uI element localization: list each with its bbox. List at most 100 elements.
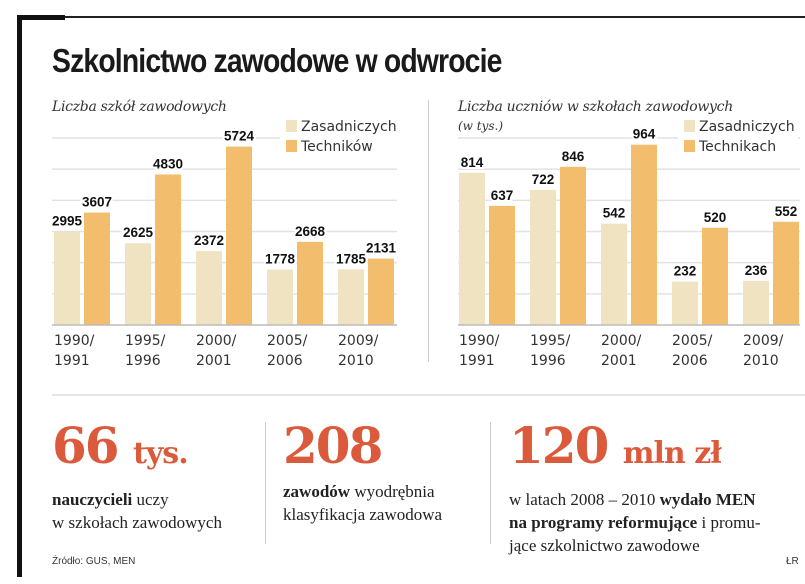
x-tick-label: 2009/ <box>743 333 784 349</box>
stat-teachers: 66 tys. nauczycieli uczy w szkołach zawod… <box>52 416 222 534</box>
x-tick-label: 1990/ <box>54 333 95 349</box>
x-tick-label: 1996 <box>125 353 161 369</box>
data-label: 520 <box>704 210 727 225</box>
legend-background <box>678 117 798 135</box>
data-label: 3607 <box>82 195 112 210</box>
x-tick-label: 2000/ <box>196 333 237 349</box>
legend-label: Zasadniczych <box>699 119 795 135</box>
legend-background <box>678 137 798 155</box>
stat-value: 208 <box>283 416 383 475</box>
bar-techników <box>84 212 110 325</box>
data-label: 232 <box>674 264 697 279</box>
data-label: 236 <box>745 263 768 278</box>
section-separator <box>52 394 805 396</box>
data-label: 2995 <box>52 214 83 229</box>
legend-swatch <box>684 140 695 152</box>
legend-label: Zasadniczych <box>301 119 397 135</box>
stat-description: zawodów wyodrębnia klasyfikacja zawodowa <box>283 480 442 526</box>
stat-description: w latach 2008 – 2010 wydało MEN na progra… <box>509 488 761 557</box>
stat-text: klasyfikacja zawodowa <box>283 505 443 524</box>
stat-unit: mln zł <box>622 436 722 471</box>
source-note: Źródło: GUS, MEN <box>52 556 136 567</box>
x-tick-label: 2005/ <box>672 333 713 349</box>
x-tick-label: 2010 <box>338 353 374 369</box>
stat-divider <box>490 422 491 544</box>
legend-swatch <box>286 140 297 152</box>
x-tick-label: 1995/ <box>530 333 571 349</box>
stat-text: w latach 2008 – 2010 <box>509 490 660 509</box>
x-tick-label: 2005/ <box>267 333 308 349</box>
stat-value: 66 <box>52 416 120 475</box>
x-tick-label: 1990/ <box>459 333 500 349</box>
stat-text: jące szkolnictwo zawodowe <box>509 536 700 555</box>
bar-techników <box>226 146 252 325</box>
data-label: 4830 <box>153 156 183 171</box>
x-tick-label: 2001 <box>601 353 637 369</box>
x-tick-label: 1991 <box>459 353 495 369</box>
stat-bold: wydało MEN <box>659 490 756 509</box>
data-label: 542 <box>603 206 626 221</box>
data-label: 964 <box>633 127 656 142</box>
legend-swatch <box>684 120 695 132</box>
x-tick-label: 2009/ <box>338 333 379 349</box>
bar-zasadniczych <box>125 243 151 325</box>
bar-zasadniczych <box>530 189 556 325</box>
stat-unit: tys. <box>133 436 189 471</box>
bar-technikach <box>773 221 799 325</box>
bar-zasadniczych <box>338 269 364 325</box>
bar-zasadniczych <box>54 231 80 325</box>
data-label: 5724 <box>224 129 255 144</box>
stat-divider <box>265 422 266 544</box>
x-tick-label: 2006 <box>672 353 708 369</box>
legend-label: Techników <box>300 139 373 155</box>
stat-bold: na programy reformujące <box>509 513 698 532</box>
stat-number: 120 mln zł <box>509 416 761 484</box>
stat-description: nauczycieli uczy w szkołach zawodowych <box>52 488 222 534</box>
frame-corner <box>17 15 65 20</box>
stat-text: uczy <box>132 490 169 509</box>
bar-techników <box>155 174 181 325</box>
legend-background <box>280 137 400 155</box>
bar-zasadniczych <box>743 280 769 325</box>
stat-text: wyodrębnia <box>350 482 435 501</box>
data-label: 814 <box>461 155 484 170</box>
stat-funding: 120 mln zł w latach 2008 – 2010 wydało M… <box>509 416 761 557</box>
bar-zasadniczych <box>672 281 698 325</box>
bar-technikach <box>702 227 728 325</box>
bar-technikach <box>560 166 586 325</box>
x-tick-label: 2006 <box>267 353 303 369</box>
bar-zasadniczych <box>459 172 485 325</box>
stat-bold: zawodów <box>283 482 351 501</box>
bar-techników <box>297 241 323 325</box>
x-tick-label: 2000/ <box>601 333 642 349</box>
charts-canvas: 2995 3607 1990/1991 2625 4830 1995/1996 2372 57… <box>50 117 800 369</box>
frame-left-border <box>17 15 22 577</box>
data-label: 2625 <box>123 225 154 240</box>
stat-text: w szkołach zawodowych <box>52 513 222 532</box>
data-label: 1785 <box>336 251 367 266</box>
bar-techników <box>368 258 394 325</box>
page-title: Szkolnictwo zawodowe w odwrocie <box>52 42 502 79</box>
x-tick-label: 1995/ <box>125 333 166 349</box>
bar-technikach <box>489 205 515 325</box>
x-tick-label: 2001 <box>196 353 232 369</box>
stat-number: 66 tys. <box>52 416 222 484</box>
stat-bold: nauczycieli <box>52 490 133 509</box>
data-label: 2668 <box>295 224 326 239</box>
bar-technikach <box>631 144 657 325</box>
chart-divider <box>428 100 429 362</box>
chart1-title: Liczba szkół zawodowych <box>52 99 227 115</box>
bar-zasadniczych <box>267 269 293 325</box>
legend-swatch <box>286 120 297 132</box>
data-label: 637 <box>491 188 514 203</box>
data-label: 2131 <box>366 241 397 256</box>
legend-label: Technikach <box>698 139 776 155</box>
stat-number: 208 <box>283 416 442 476</box>
legend-background <box>280 117 400 135</box>
chart2-subtitle: (w tys.) <box>458 119 504 133</box>
x-tick-label: 1991 <box>54 353 90 369</box>
data-label: 722 <box>532 172 555 187</box>
stat-value: 120 <box>509 416 609 475</box>
data-label: 846 <box>562 149 585 164</box>
chart2-title: Liczba uczniów w szkołach zawodowych <box>458 99 733 115</box>
